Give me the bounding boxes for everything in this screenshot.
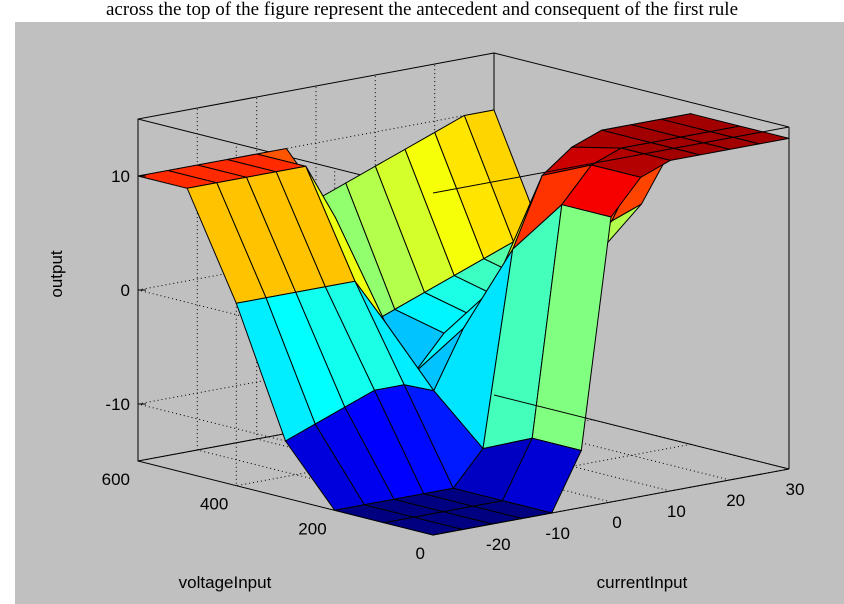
surface-mesh [137, 109, 790, 536]
box-edge [432, 468, 790, 536]
x-tick-label: 0 [612, 513, 621, 532]
y-axis-label: voltageInput [179, 573, 272, 592]
box-edge [432, 126, 790, 194]
box-edge [493, 52, 790, 128]
z-tick-label: -10 [105, 395, 130, 414]
axes-box-front [432, 52, 790, 536]
z-tick-label: 10 [111, 167, 130, 186]
x-grid-line [196, 108, 493, 525]
x-tick-label: 20 [726, 491, 745, 510]
y-tick-label: 400 [200, 495, 228, 514]
tick-labels: 10 0 -10 0 200 400 600 -20 -10 0 10 20 30 [102, 167, 805, 563]
y-tick-label: 600 [102, 470, 130, 489]
z-axis-label: output [47, 250, 66, 298]
x-tick-label: -10 [545, 524, 570, 543]
figure-caption: across the top of the figure represent t… [0, 0, 844, 22]
figure-panel: 10 0 -10 0 200 400 600 -20 -10 0 10 20 30 output vol… [15, 22, 844, 604]
surface-plot: 10 0 -10 0 200 400 600 -20 -10 0 10 20 30 output vol… [47, 52, 805, 592]
y-tick-label: 200 [298, 519, 326, 538]
x-tick-label: -20 [486, 535, 511, 554]
x-tick-label: 30 [786, 480, 805, 499]
x-axis-label: currentInput [597, 573, 688, 592]
y-tick-label: 0 [416, 544, 425, 563]
box-edge [493, 394, 790, 470]
x-tick-label: 10 [667, 502, 686, 521]
z-tick-label: 0 [121, 281, 130, 300]
